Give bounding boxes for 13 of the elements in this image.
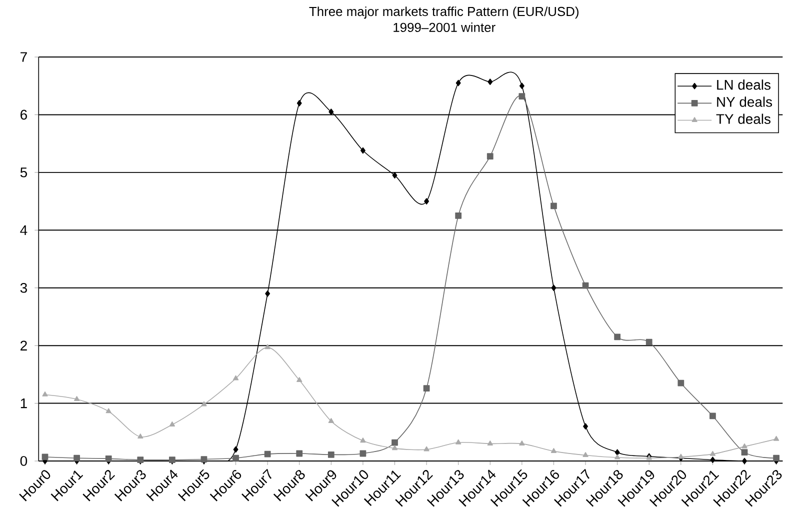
y-tick-label: 7 (20, 52, 27, 62)
legend-label: TY deals (716, 114, 770, 124)
legend-label: NY deals (717, 96, 772, 107)
y-tick-label: 6 (20, 110, 27, 120)
y-tick-label: 4 (20, 225, 28, 235)
y-tick-label: 1 (20, 398, 27, 408)
y-tick-label: 3 (20, 282, 27, 293)
y-tick-label: 2 (20, 340, 27, 350)
chart-subtitle: 1999–2001 winter (394, 22, 496, 32)
legend-label: LN deals (717, 80, 770, 90)
chart-title: Three major markets traffic Pattern (EUR/USD) (309, 6, 578, 19)
y-tick-label: 0 (20, 456, 28, 466)
y-tick-label: 5 (20, 168, 27, 178)
